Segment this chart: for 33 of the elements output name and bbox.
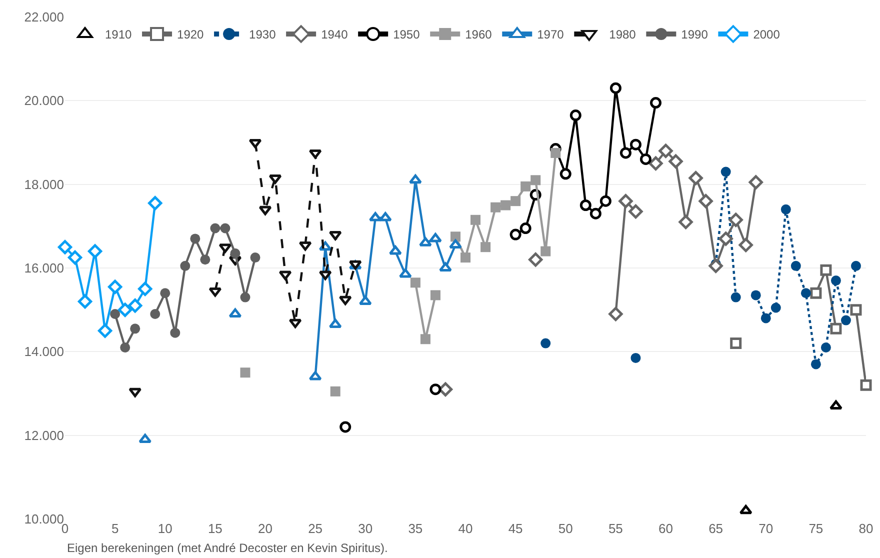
- x-tick-label: 10: [158, 521, 172, 536]
- y-tick-label: 14.000: [24, 344, 64, 360]
- x-tick-label: 20: [258, 521, 272, 536]
- legend-label: 1930: [249, 28, 276, 42]
- x-tick-label: 80: [858, 521, 874, 536]
- legend-label: 1980: [609, 28, 636, 42]
- x-tick-label: 55: [608, 521, 623, 536]
- legend-label: 1950: [393, 28, 420, 42]
- x-tick-label: 70: [758, 521, 774, 536]
- x-tick-label: 50: [558, 521, 573, 536]
- legend-label: 1960: [465, 28, 492, 42]
- legend-label: 2000: [753, 28, 780, 42]
- x-tick-label: 40: [458, 521, 473, 536]
- x-tick-label: 15: [208, 521, 222, 536]
- x-tick-label: 30: [358, 521, 373, 536]
- y-tick-label: 16.000: [24, 260, 64, 276]
- legend-label: 1910: [105, 28, 132, 42]
- y-tick-label: 22.000: [24, 10, 64, 25]
- x-tick-label: 60: [658, 521, 673, 536]
- x-tick-label: 25: [308, 521, 323, 536]
- x-tick-label: 45: [508, 521, 523, 536]
- y-tick-label: 20.000: [24, 93, 64, 108]
- legend-label: 1970: [537, 28, 564, 42]
- x-tick-label: 5: [111, 521, 119, 536]
- x-tick-label: 65: [708, 521, 724, 536]
- legend-label: 1920: [177, 28, 204, 42]
- y-tick-label: 12.000: [24, 428, 64, 443]
- text: Eigen berekeningen (met André Decoster en Kevin Spiritus).: [67, 541, 388, 555]
- x-tick-label: 75: [808, 521, 824, 536]
- y-tick-label: 18.000: [24, 176, 64, 192]
- legend-label: 1940: [321, 28, 348, 42]
- legend-label: 1990: [681, 28, 708, 42]
- x-tick-label: 35: [408, 521, 423, 536]
